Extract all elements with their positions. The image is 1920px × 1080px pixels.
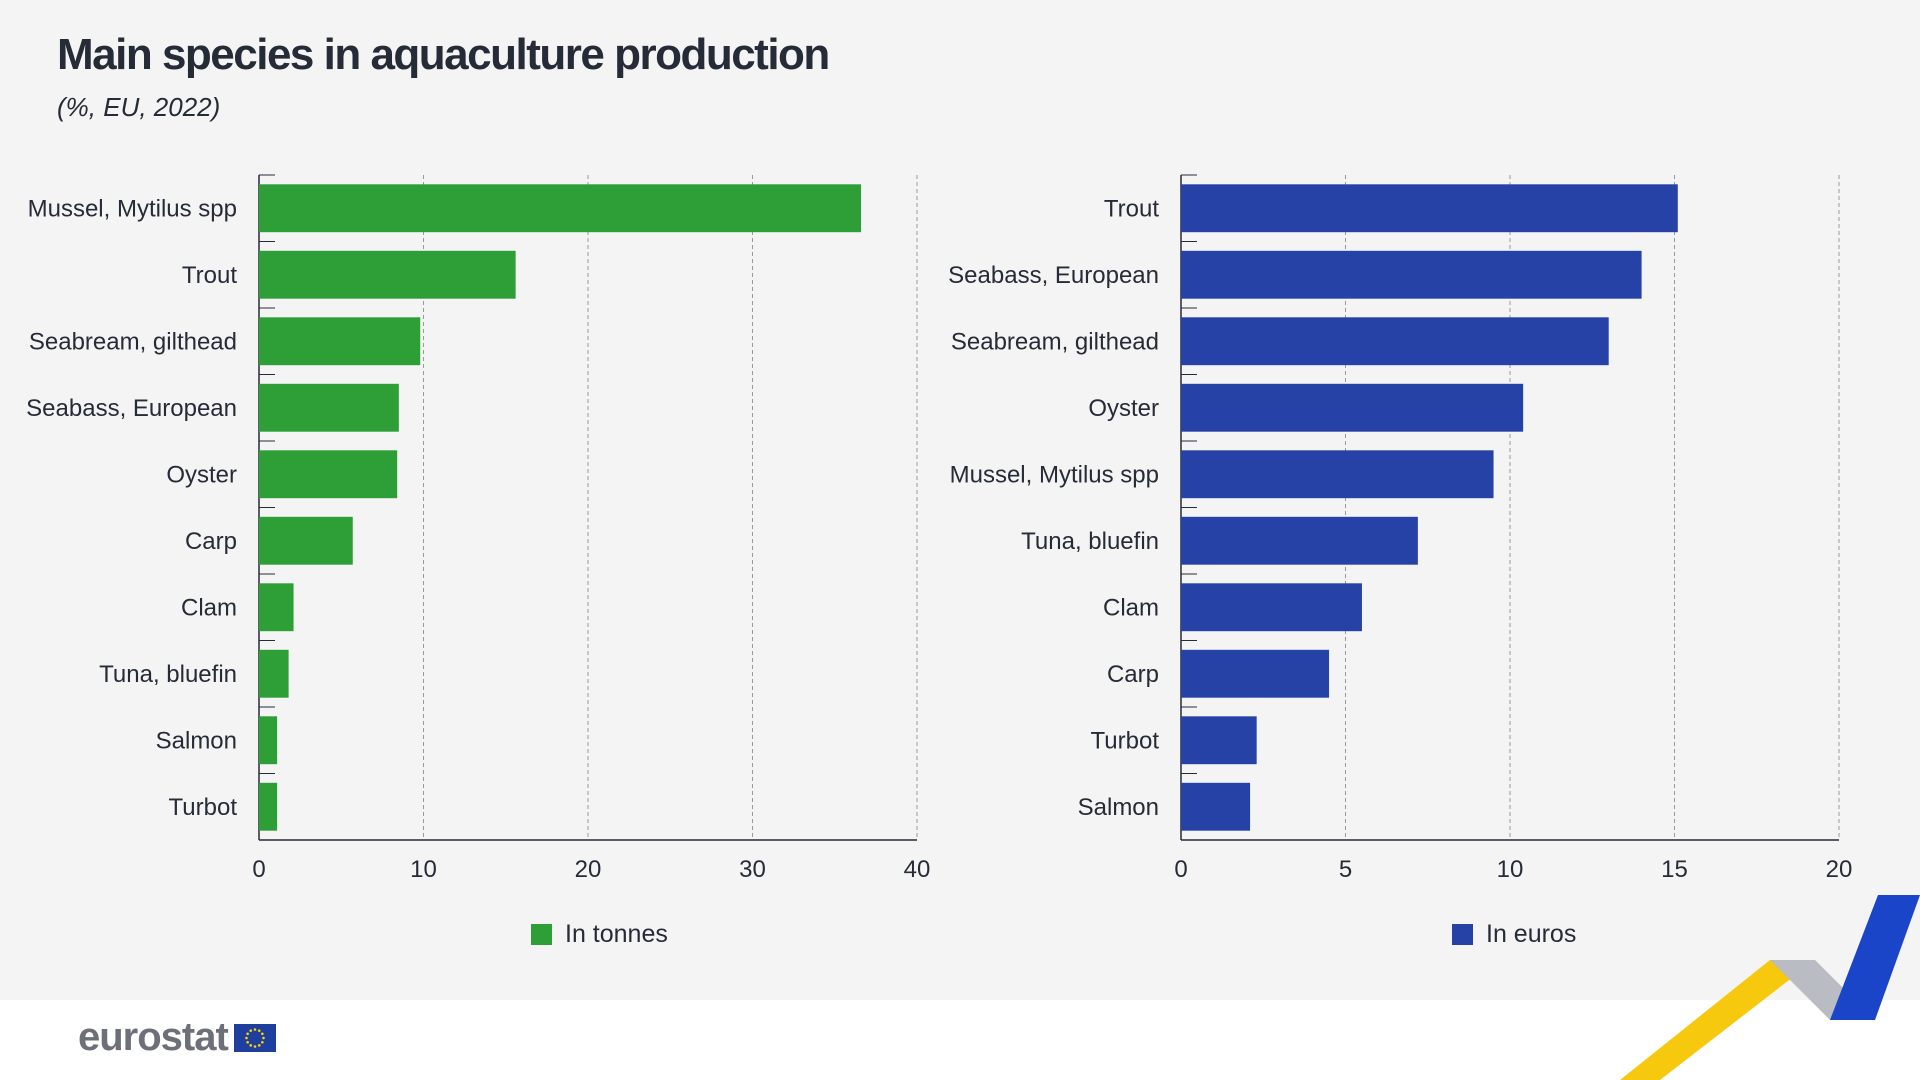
category-label: Tuna, bluefin [1021,528,1159,555]
x-tick-label: 15 [1661,856,1688,883]
bar [259,782,278,831]
legend-euros: In euros [1452,920,1576,949]
bar [1181,583,1362,632]
eu-flag-icon [233,1023,276,1052]
bar [1181,450,1494,499]
bar [259,184,862,233]
category-label: Oyster [1088,395,1159,422]
category-label: Turbot [169,794,238,821]
category-label: Tuna, bluefin [99,661,237,688]
x-tick-label: 20 [575,856,602,883]
chart-title: Main species in aquaculture production [57,30,830,79]
bar [259,649,289,698]
x-tick-label: 40 [904,856,931,883]
bar [259,250,516,299]
x-tick-label: 5 [1339,856,1352,883]
legend-label-euros: In euros [1486,920,1577,948]
category-label: Seabass, European [948,262,1159,289]
bar [1181,716,1257,765]
category-label: Carp [185,528,237,555]
category-label: Seabass, European [26,395,237,422]
x-tick-label: 0 [252,856,265,883]
bar [1181,782,1251,831]
category-label: Trout [1104,195,1159,222]
bar [259,583,294,632]
bar [259,516,353,565]
legend-tonnes: In tonnes [531,920,668,949]
category-label: Seabream, gilthead [951,328,1159,355]
legend-swatch-euros [1452,924,1473,945]
legend-swatch-tonnes [531,924,552,945]
x-tick-label: 0 [1174,856,1187,883]
logo-text: eurostat [78,1015,229,1059]
bar [259,383,399,432]
category-label: Oyster [166,461,237,488]
charts-svg: 0 10 20 30 40 Mussel, Mytilus spp Trout Seabrea… [26,174,1853,883]
category-label: Trout [182,262,237,289]
category-label: Carp [1107,661,1159,688]
bar [1181,250,1642,299]
category-label: Seabream, gilthead [29,328,237,355]
x-tick-label: 30 [739,856,766,883]
category-label: Clam [1103,594,1159,621]
category-label: Mussel, Mytilus spp [950,461,1159,488]
category-label: Salmon [156,727,237,754]
x-tick-label: 20 [1826,856,1853,883]
bar [259,450,398,499]
bar [259,716,278,765]
category-label: Clam [181,594,237,621]
eurostat-logo: eurostat [78,1015,276,1060]
x-tick-label: 10 [1497,856,1524,883]
category-label: Turbot [1091,727,1160,754]
bar [1181,516,1418,565]
chart-subtitle: (%, EU, 2022) [57,92,221,122]
chart-panel [0,0,1920,1000]
x-tick-label: 10 [410,856,437,883]
bar [1181,317,1609,366]
legend-label-tonnes: In tonnes [565,920,668,948]
bar [259,317,421,366]
category-label: Salmon [1078,794,1159,821]
bar [1181,649,1330,698]
bar [1181,383,1524,432]
decorative-ribbon-icon [1620,895,1920,1080]
category-label: Mussel, Mytilus spp [28,195,237,222]
bar [1181,184,1678,233]
